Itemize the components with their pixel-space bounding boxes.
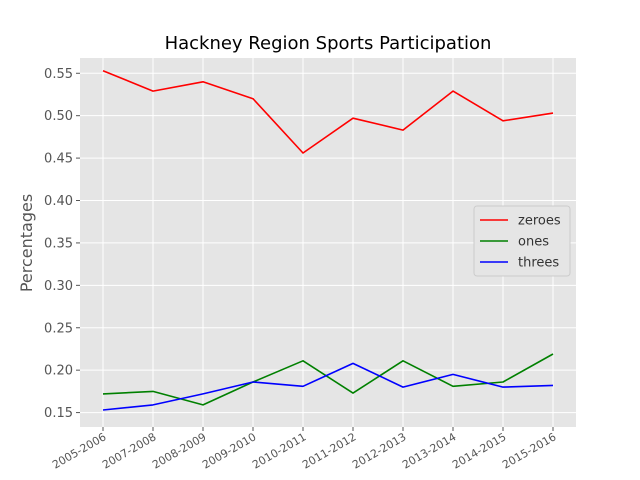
series-lines [102,69,554,411]
y-tick-label: 0.45 [44,152,73,167]
series-line-ones [102,353,554,406]
y-tick-label: 0.15 [44,406,73,421]
x-axis-ticks: 2005-20062007-20082008-20092009-20102010… [50,427,559,472]
x-tick-label: 2009-2010 [200,430,258,471]
grid [80,58,576,427]
legend-label-zeroes: zeroes [518,214,561,229]
x-tick-label: 2005-2006 [50,430,108,471]
y-tick-label: 0.50 [44,109,73,124]
legend-box [473,205,571,277]
y-tick-label: 0.55 [44,67,73,82]
y-tick-label: 0.20 [44,364,73,379]
x-tick-label: 2012-2013 [350,430,408,471]
y-axis-label: Percentages [17,194,36,292]
y-tick-label: 0.40 [44,194,73,209]
x-tick-label: 2015-2016 [500,430,558,471]
x-tick-label: 2010-2011 [250,430,308,471]
y-tick-label: 0.35 [44,236,73,251]
x-tick-label: 2014-2015 [450,430,508,471]
y-tick-label: 0.30 [44,279,73,294]
x-tick-label: 2011-2012 [300,430,358,471]
x-tick-label: 2013-2014 [400,430,458,471]
y-tick-label: 0.25 [44,321,73,336]
legend-label-threes: threes [518,256,559,271]
series-line-threes [102,362,554,411]
series-line-zeroes [102,69,554,154]
legend: zeroes ones threes [473,205,571,277]
chart-title: Hackney Region Sports Participation [165,33,492,54]
x-tick-label: 2007-2008 [100,430,158,471]
legend-label-ones: ones [518,235,549,250]
y-axis-ticks: 0.15 0.20 0.25 0.30 0.35 0.40 0.45 0.50 0.55 [44,67,80,421]
x-tick-label: 2008-2009 [150,430,208,471]
